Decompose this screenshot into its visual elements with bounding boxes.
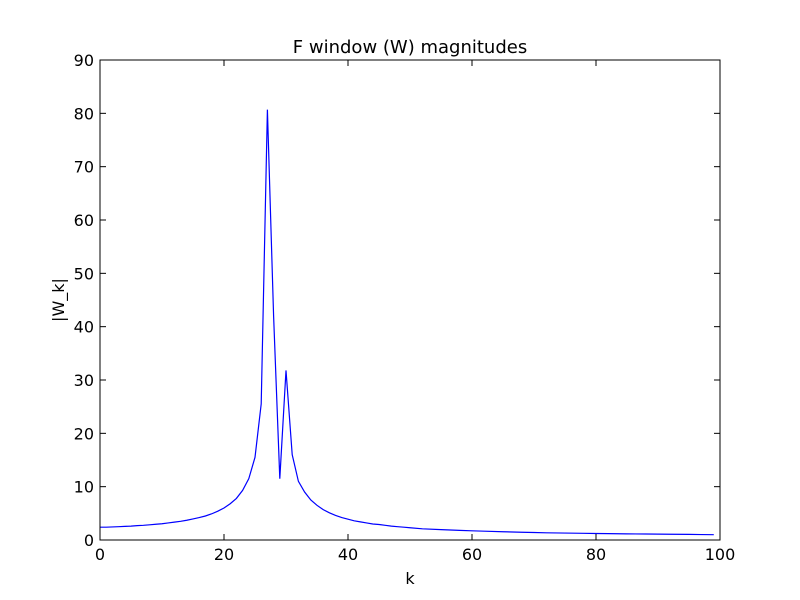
y-tick-label: 30 — [74, 371, 94, 390]
series-line-0 — [100, 109, 714, 536]
y-tick-label: 50 — [74, 264, 94, 283]
x-axis-label: k — [405, 569, 415, 588]
y-tick-label: 10 — [74, 478, 94, 497]
series-layer — [100, 109, 714, 536]
y-tick-label: 70 — [74, 158, 94, 177]
plot-frame — [99, 59, 721, 541]
y-tick-label: 90 — [74, 51, 94, 70]
y-tick-label: 0 — [84, 531, 94, 550]
y-axis-label: |W_k| — [49, 278, 69, 322]
y-tick-label: 20 — [74, 424, 94, 443]
x-tick-label: 80 — [586, 545, 606, 564]
x-tick-label: 60 — [462, 545, 482, 564]
x-tick-label: 20 — [214, 545, 234, 564]
x-tick-label: 40 — [338, 545, 358, 564]
chart-title: F window (W) magnitudes — [293, 37, 527, 58]
x-tick-label: 0 — [95, 545, 105, 564]
y-tick-label: 80 — [74, 104, 94, 123]
y-tick-label: 60 — [74, 211, 94, 230]
y-tick-label: 40 — [74, 318, 94, 337]
y-axis-ticks: 0 10 20 30 40 50 60 70 80 90 — [74, 51, 720, 550]
x-tick-label: 100 — [705, 545, 736, 564]
x-axis-ticks: 0 20 40 60 80 100 — [95, 60, 735, 564]
